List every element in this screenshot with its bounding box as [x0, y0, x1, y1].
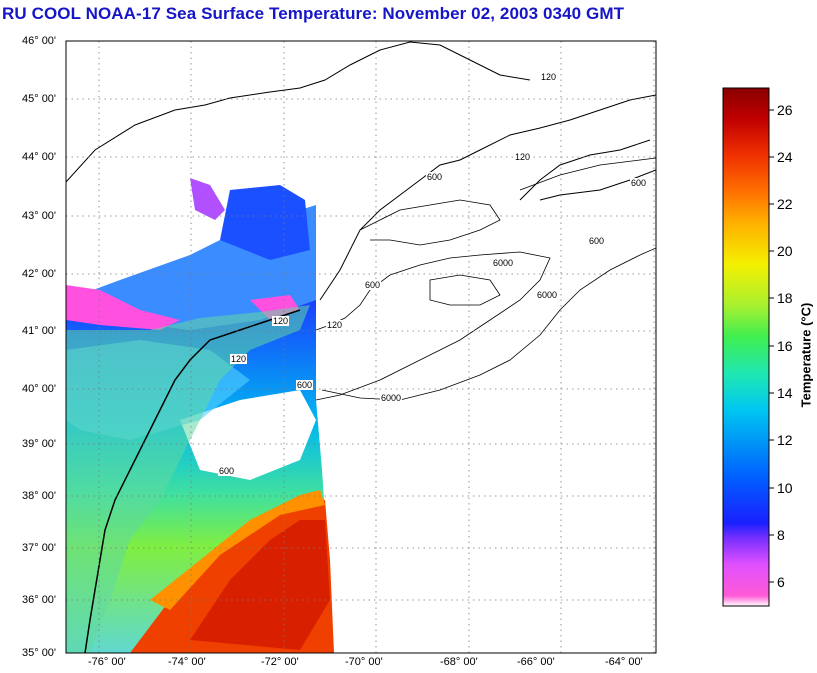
map-frame	[65, 40, 657, 654]
lon-label-74: -74° 00'	[168, 656, 206, 668]
lat-label-41: 41° 00'	[22, 325, 57, 337]
lat-label-38: 38° 00'	[22, 490, 57, 502]
lon-label-68: -68° 00'	[440, 656, 478, 668]
contour-label: 120	[326, 320, 344, 330]
page-title: RU COOL NOAA-17 Sea Surface Temperature:…	[2, 4, 625, 23]
colorbar-label-6: 6	[777, 574, 785, 590]
sst-blue-patch	[220, 185, 310, 260]
colorbar-label-10: 10	[777, 480, 793, 496]
lon-label-70: -70° 00'	[345, 656, 383, 668]
sst-imagery	[66, 178, 334, 653]
lat-label-36: 36° 00'	[22, 594, 57, 606]
colorbar-label-18: 18	[777, 290, 793, 306]
sst-warm-core	[190, 520, 330, 650]
colorbar-label-8: 8	[777, 527, 785, 543]
colorbar-gradient	[722, 87, 770, 607]
lat-label-37: 37° 00'	[22, 542, 57, 554]
contour-label: 6000	[536, 290, 559, 300]
lat-label-40: 40° 00'	[22, 383, 57, 395]
lat-label-45: 45° 00'	[22, 93, 57, 105]
colorbar	[722, 87, 774, 607]
contour-label: 120	[230, 354, 248, 364]
lat-label-46: 46° 00'	[22, 35, 57, 47]
lon-label-76: -76° 00'	[88, 656, 126, 668]
contour-label: 120	[514, 152, 532, 162]
lon-label-72: -72° 00'	[261, 656, 299, 668]
contour-label: 120	[540, 72, 558, 82]
colorbar-title: Temperature (°C)	[798, 302, 814, 408]
contour-label: 600	[426, 172, 444, 182]
contour-label: 600	[296, 380, 314, 390]
colorbar-label-20: 20	[777, 243, 793, 259]
colorbar-ticks	[769, 109, 774, 583]
colorbar-label-22: 22	[777, 196, 793, 212]
colorbar-label-26: 26	[777, 102, 793, 118]
sst-warm-front	[150, 490, 325, 610]
lon-label-66: -66° 00'	[517, 656, 555, 668]
sst-magenta-patch-2	[190, 178, 225, 220]
contour-label: 600	[588, 236, 606, 246]
lat-label-39: 39° 00'	[22, 438, 57, 450]
coastline	[66, 41, 656, 653]
lat-label-42: 42° 00'	[22, 268, 57, 280]
colorbar-label-16: 16	[777, 338, 793, 354]
sst-land-nj-pa	[66, 305, 310, 653]
lat-label-44: 44° 00'	[22, 151, 57, 163]
contour-label: 600	[218, 466, 236, 476]
lat-label-43: 43° 00'	[22, 210, 57, 222]
colorbar-label-12: 12	[777, 432, 793, 448]
colorbar-label-24: 24	[777, 149, 793, 165]
lat-label-35: 35° 00'	[22, 647, 57, 659]
contour-label: 600	[630, 178, 648, 188]
colorbar-label-14: 14	[777, 385, 793, 401]
contour-label: 120	[272, 316, 290, 326]
sst-magenta-patch-1	[66, 285, 180, 330]
lon-label-64: -64° 00'	[605, 656, 643, 668]
contour-label: 6000	[492, 258, 515, 268]
contour-label: 6000	[380, 393, 403, 403]
contour-label: 600	[364, 280, 382, 290]
sst-cool-patch	[180, 390, 316, 480]
isobaths	[315, 157, 656, 401]
